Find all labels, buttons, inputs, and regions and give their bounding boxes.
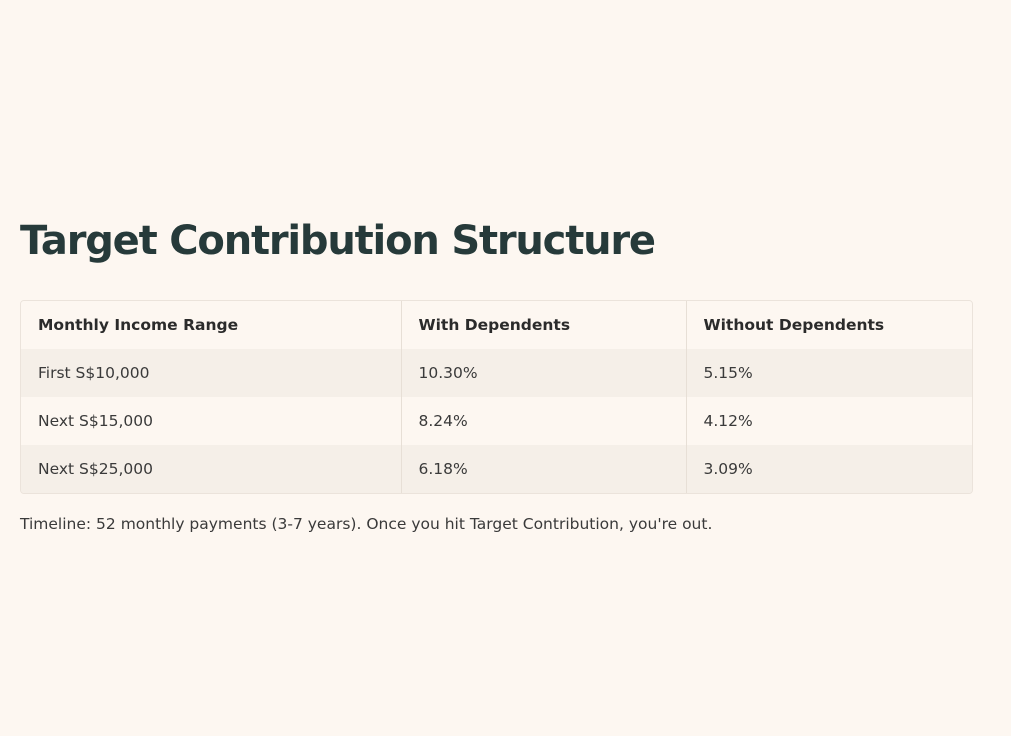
table-row: Next S$15,000 8.24% 4.12% [21, 397, 972, 445]
income-range-cell: Next S$15,000 [21, 397, 401, 445]
contribution-table-container: Monthly Income Range With Dependents Wit… [20, 300, 973, 494]
without-dependents-cell: 5.15% [685, 349, 972, 397]
column-header-without-dependents: Without Dependents [685, 301, 972, 349]
content-section: Target Contribution Structure Monthly In… [20, 216, 973, 533]
income-range-cell: Next S$25,000 [21, 445, 401, 493]
column-header-income-range: Monthly Income Range [21, 301, 401, 349]
with-dependents-cell: 10.30% [400, 349, 686, 397]
page-title: Target Contribution Structure [20, 218, 656, 264]
without-dependents-cell: 4.12% [685, 397, 972, 445]
with-dependents-cell: 8.24% [400, 397, 686, 445]
with-dependents-cell: 6.18% [400, 445, 686, 493]
column-header-with-dependents: With Dependents [400, 301, 686, 349]
table-row: First S$10,000 10.30% 5.15% [21, 349, 972, 397]
timeline-note: Timeline: 52 monthly payments (3-7 years… [20, 515, 713, 533]
contribution-table: Monthly Income Range With Dependents Wit… [21, 301, 972, 493]
table-header-row: Monthly Income Range With Dependents Wit… [21, 301, 972, 349]
table-row: Next S$25,000 6.18% 3.09% [21, 445, 972, 493]
income-range-cell: First S$10,000 [21, 349, 401, 397]
without-dependents-cell: 3.09% [685, 445, 972, 493]
